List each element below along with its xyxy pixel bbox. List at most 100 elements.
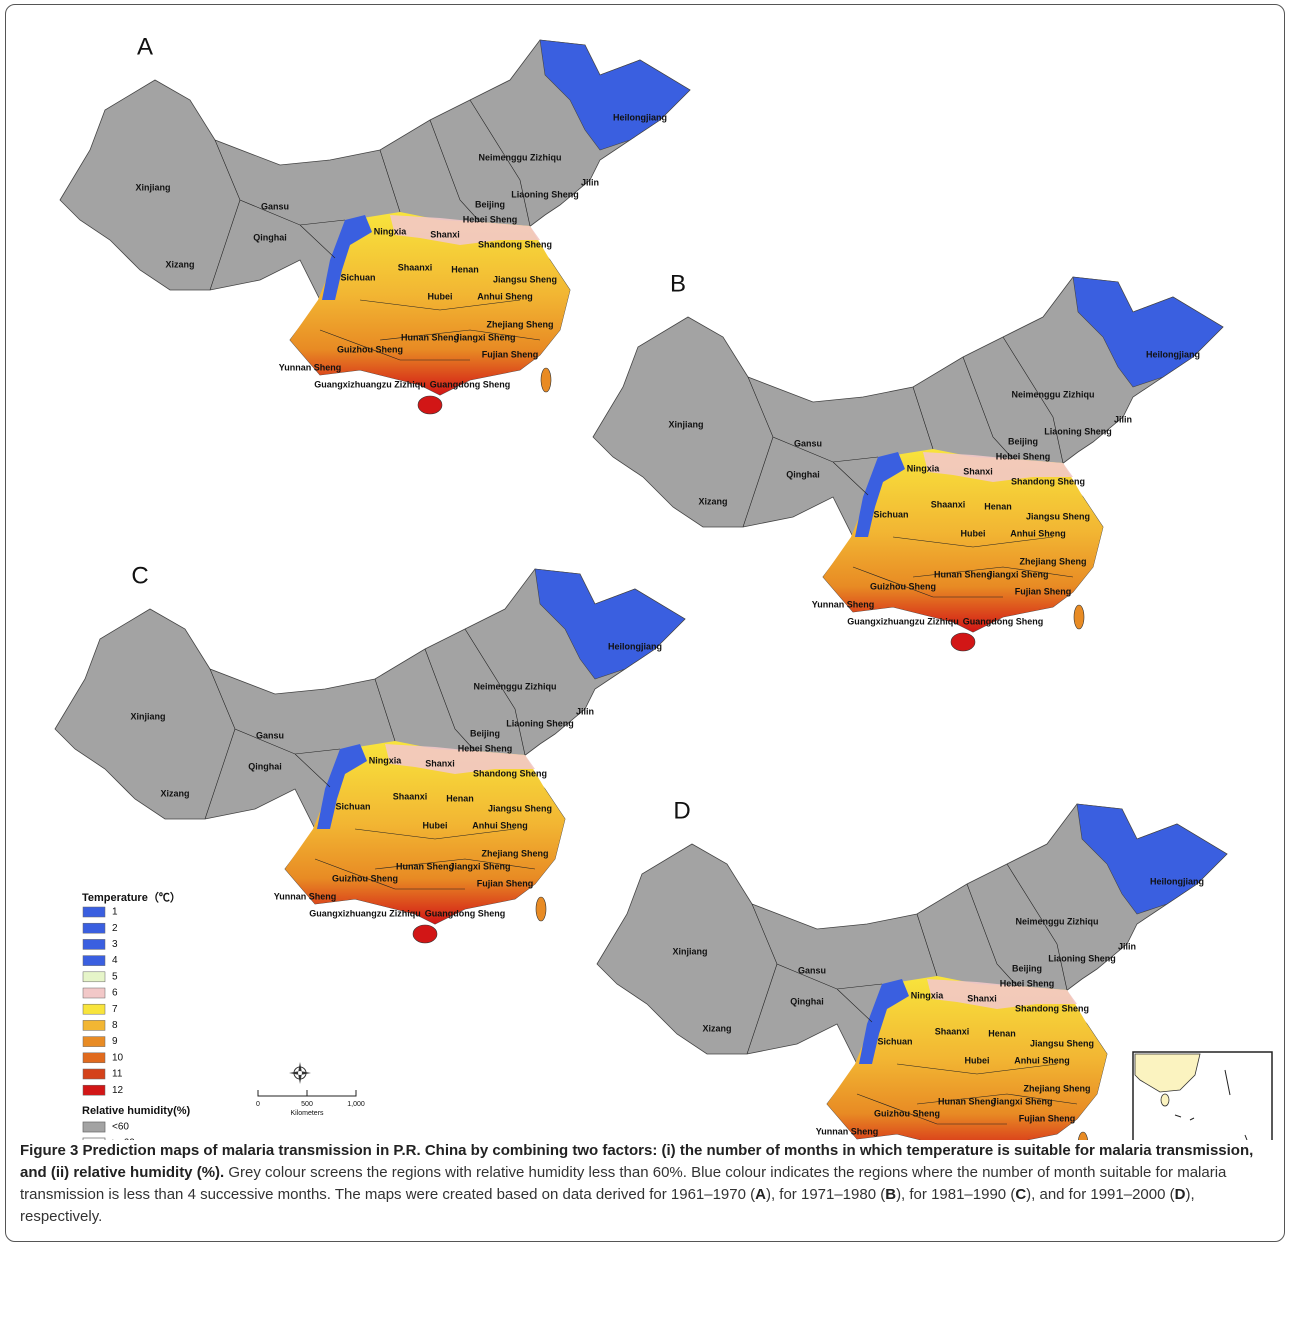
caption-text: B [885, 1186, 897, 1203]
humid-warm-region [290, 212, 570, 395]
province-label: Shaanxi [931, 499, 966, 509]
sichuan-cold-region [859, 979, 909, 1064]
province-label: Ningxia [907, 463, 941, 473]
province-label: Henan [446, 793, 474, 803]
hainan [417, 395, 443, 415]
scale-bar [257, 1090, 357, 1097]
panel-label: B [670, 270, 686, 297]
province-label: Henan [984, 501, 1012, 511]
province-label: Liaoning Sheng [506, 718, 574, 728]
legend-label: 2 [112, 923, 118, 934]
province-label: Heilongjiang [608, 641, 662, 651]
province-label: Beijing [475, 199, 505, 209]
legend-label: 1 [112, 907, 118, 918]
province-label: Ningxia [911, 990, 945, 1000]
province-label: Jiangxi Sheng [987, 569, 1048, 579]
province-label: Shaanxi [398, 262, 433, 272]
caption-text: ), respectively. [20, 1186, 1195, 1225]
humid-warm-region [285, 741, 565, 924]
province-label: Zhejiang Sheng [481, 848, 548, 858]
legend-swatch [82, 922, 106, 934]
province-label: Shandong Sheng [1011, 476, 1085, 486]
province-label: Liaoning Sheng [511, 189, 579, 199]
province-label: Shanxi [967, 993, 997, 1003]
province-label: Fujian Sheng [1019, 1113, 1076, 1123]
province-label: Heilongjiang [1150, 876, 1204, 886]
province-label: Heilongjiang [613, 112, 667, 122]
legend-swatch [82, 906, 106, 918]
caption: Figure 3 Prediction maps of malaria tran… [20, 1140, 1270, 1228]
province-borders [204, 628, 536, 890]
province-label: Jilin [1118, 941, 1136, 951]
province-label: Guangxizhuangzu Zizhiqu [314, 379, 426, 389]
taiwan [1073, 604, 1085, 630]
province-label: Xinjiang [130, 711, 165, 721]
panel-label: D [673, 797, 690, 824]
taiwan [535, 896, 547, 922]
northeast-cold-region [1072, 276, 1224, 388]
figure-frame [5, 4, 1285, 1242]
map-panel: A Heilongjiang Neimenggu Zizhiqu Jilin Xinji… [59, 33, 691, 415]
province-label: Xinjiang [668, 419, 703, 429]
province-label: Xizang [702, 1023, 731, 1033]
province-label: Shandong Sheng [478, 239, 552, 249]
legend-label: 8 [112, 1020, 118, 1031]
province-borders [742, 336, 1074, 598]
compass [289, 1062, 311, 1084]
province-label: Ningxia [374, 226, 408, 236]
province-label: Guizhou Sheng [874, 1108, 940, 1118]
caption-text: A [755, 1186, 766, 1203]
legend-swatch [82, 987, 106, 999]
province-label: Neimenggu Zizhiqu [1016, 916, 1099, 926]
province-label: Sichuan [340, 272, 375, 282]
province-label: Qinghai [790, 996, 824, 1006]
province-label: Sichuan [873, 509, 908, 519]
province-label: Gansu [798, 965, 826, 975]
province-label: Guangxizhuangzu Zizhiqu [847, 616, 959, 626]
province-label: Beijing [470, 728, 500, 738]
legend-swatch [82, 1020, 106, 1031]
province-label: Shandong Sheng [473, 768, 547, 778]
province-label: Sichuan [335, 801, 370, 811]
legend-label: 5 [112, 971, 118, 982]
province-label: Gansu [261, 201, 289, 211]
sichuan-cold-region [317, 744, 367, 829]
province-label: Qinghai [253, 232, 287, 242]
province-label: Xizang [165, 259, 194, 269]
province-label: Liaoning Sheng [1048, 953, 1116, 963]
province-label: Shaanxi [393, 791, 428, 801]
province-label: Hebei Sheng [463, 214, 518, 224]
province-label: Fujian Sheng [1015, 586, 1072, 596]
legend-label: >=60 [112, 1138, 135, 1140]
province-label: Anhui Sheng [477, 291, 533, 301]
province-label: Guangdong Sheng [425, 908, 506, 918]
six-month-region [927, 979, 1077, 1009]
scale-label: 1,000 [347, 1101, 365, 1108]
province-label: Yunnan Sheng [816, 1126, 879, 1136]
province-label: Hubei [964, 1055, 989, 1065]
scale-label: 500 [301, 1101, 313, 1108]
scale-label: 0 [256, 1101, 260, 1108]
province-label: Shanxi [430, 229, 460, 239]
legend-label: 12 [112, 1085, 124, 1096]
six-month-region [923, 452, 1073, 482]
map-panel: B Heilongjiang Neimenggu Zizhiqu Jilin Xinji… [592, 270, 1224, 652]
province-label: Henan [451, 264, 479, 274]
legend-swatch [82, 1137, 106, 1140]
province-label: Neimenggu Zizhiqu [474, 681, 557, 691]
legend-swatch [82, 1003, 106, 1015]
humid-warm-region [823, 449, 1103, 632]
province-label: Jiangxi Sheng [991, 1096, 1052, 1106]
legend-label: 11 [112, 1069, 123, 1080]
province-label: Hunan Sheng [396, 861, 454, 871]
province-label: Hebei Sheng [996, 451, 1051, 461]
province-label: Hebei Sheng [1000, 978, 1055, 988]
six-month-region [385, 744, 535, 774]
legend-title: Relative humidity(%) [82, 1105, 191, 1117]
map-panel: D Heilongjiang Neimenggu Zizhiqu Jilin Xinji… [596, 797, 1228, 1140]
legend-label: 3 [112, 939, 118, 950]
province-label: Guangdong Sheng [430, 379, 511, 389]
province-label: Hunan Sheng [401, 332, 459, 342]
province-label: Xizang [160, 788, 189, 798]
